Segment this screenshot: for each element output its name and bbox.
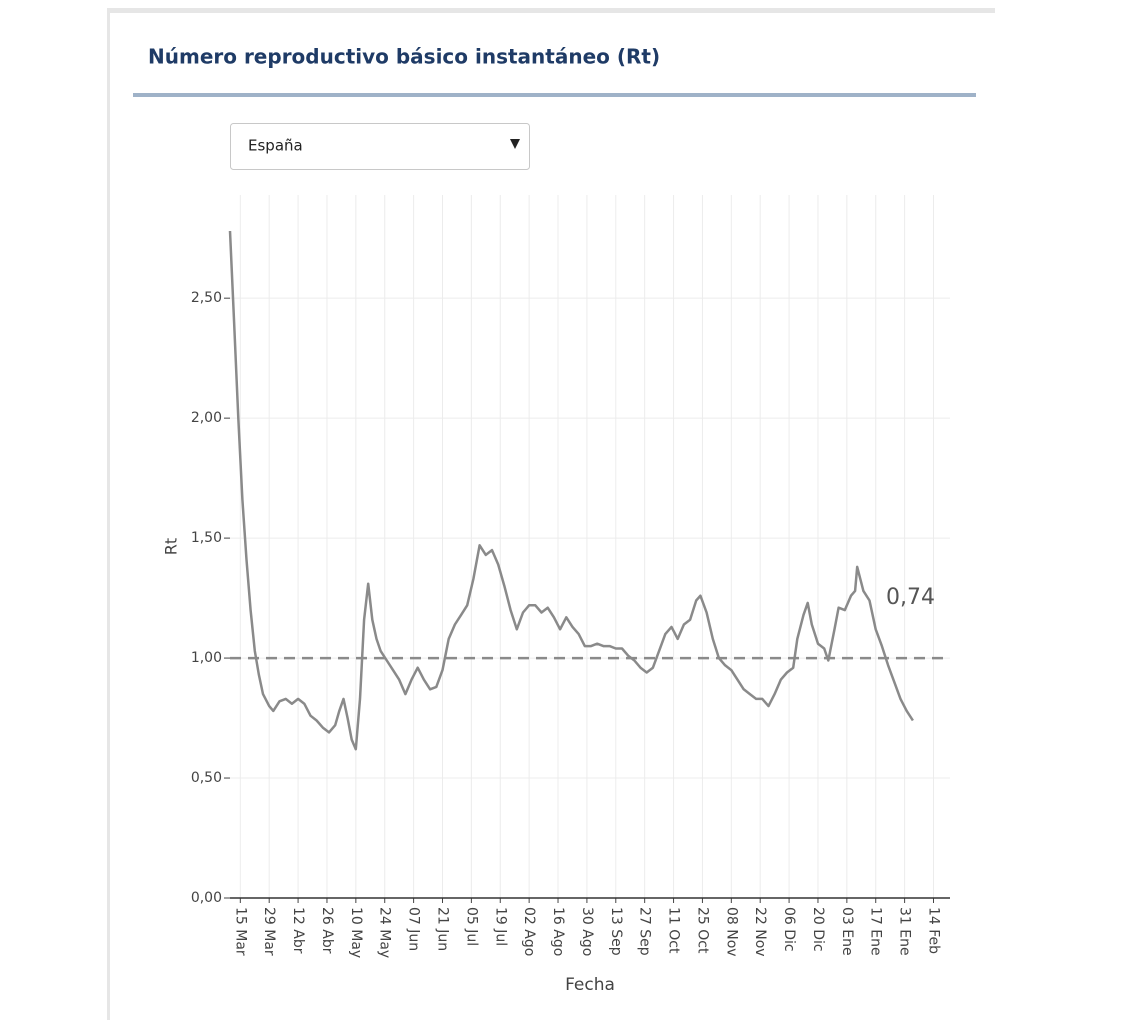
- x-tick-label: 11 Oct: [666, 907, 682, 954]
- select-value[interactable]: España: [248, 137, 303, 155]
- x-tick-label: 17 Ene: [868, 907, 884, 956]
- x-tick-label: 14 Feb: [925, 907, 941, 954]
- chart-title: Número reproductivo básico instantáneo (…: [148, 45, 660, 69]
- x-tick-label: 06 Dic: [781, 907, 797, 952]
- card-left-border: [107, 8, 110, 1020]
- y-tick-label: 0,50: [191, 770, 222, 786]
- x-tick-label: 08 Nov: [723, 907, 739, 957]
- select-arrow[interactable]: [510, 139, 520, 149]
- x-tick-label: 31 Ene: [897, 907, 913, 956]
- y-axis-title: Rt: [162, 538, 181, 555]
- x-tick-label: 13 Sep: [608, 907, 624, 956]
- x-tick-label: 21 Jun: [434, 907, 450, 951]
- x-tick-label: 12 Abr: [290, 907, 306, 954]
- x-tick-label: 07 Jun: [406, 907, 422, 951]
- y-tick-label: 2,50: [191, 290, 222, 306]
- x-axis-title: Fecha: [565, 975, 615, 995]
- x-tick-label: 03 Ene: [839, 907, 855, 956]
- x-tick-label: 02 Ago: [521, 907, 537, 956]
- title-rule: [133, 93, 976, 97]
- region-select[interactable]: España: [230, 123, 530, 170]
- x-tick-label: 15 Mar: [232, 907, 248, 956]
- y-tick-label: 1,50: [191, 530, 222, 546]
- x-tick-label: 19 Jul: [492, 907, 508, 946]
- select-box[interactable]: [230, 123, 530, 170]
- y-tick-label: 2,00: [191, 410, 222, 426]
- x-tick-label: 26 Abr: [319, 907, 335, 954]
- x-tick-label: 10 May: [348, 907, 364, 958]
- x-tick-label: 25 Oct: [694, 907, 710, 954]
- x-tick-label: 29 Mar: [261, 907, 277, 956]
- y-tick-label: 0,00: [191, 890, 222, 906]
- x-tick-label: 27 Sep: [637, 907, 653, 956]
- rt-line: [228, 230, 914, 751]
- x-tick-label: 24 May: [377, 907, 393, 958]
- y-tick-label: 1,00: [191, 650, 222, 666]
- end-annotation: 0,74: [886, 585, 935, 610]
- x-tick-label: 16 Ago: [550, 907, 566, 956]
- card-top-border: [107, 8, 995, 13]
- x-tick-label: 20 Dic: [810, 907, 826, 952]
- x-tick-label: 30 Ago: [579, 907, 595, 956]
- x-tick-label: 22 Nov: [752, 907, 768, 957]
- x-tick-label: 05 Jul: [463, 907, 479, 946]
